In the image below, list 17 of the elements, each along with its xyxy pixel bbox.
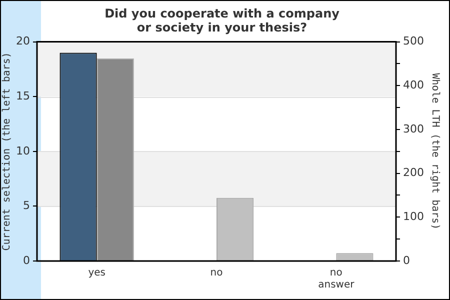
chart-title: Did you cooperate with a company or society in your thesis? [104, 6, 340, 35]
y2-tick-label: 200 [403, 166, 424, 180]
y2-axis-title: Whole LTH (the right bars) [429, 73, 440, 230]
y-axis-title: Current selection (the left bars) [2, 52, 13, 251]
y2-tick-label: 0 [403, 254, 410, 267]
y-tick-label: 15 [16, 89, 30, 102]
y-tick-label: 0 [22, 254, 30, 267]
y2-tick-label: 100 [403, 210, 424, 224]
y2-tick-label: 300 [403, 122, 424, 136]
y-tick-label: 10 [16, 144, 30, 158]
y-tick-label: 20 [16, 34, 30, 48]
x-tick-label: yes [88, 268, 106, 279]
y2-tick-label: 400 [403, 78, 424, 92]
y2-tick-label: 500 [403, 34, 424, 48]
x-tick-label: no answer [318, 268, 356, 291]
y-tick-label: 5 [22, 199, 30, 212]
x-tick-label: no [210, 268, 223, 279]
